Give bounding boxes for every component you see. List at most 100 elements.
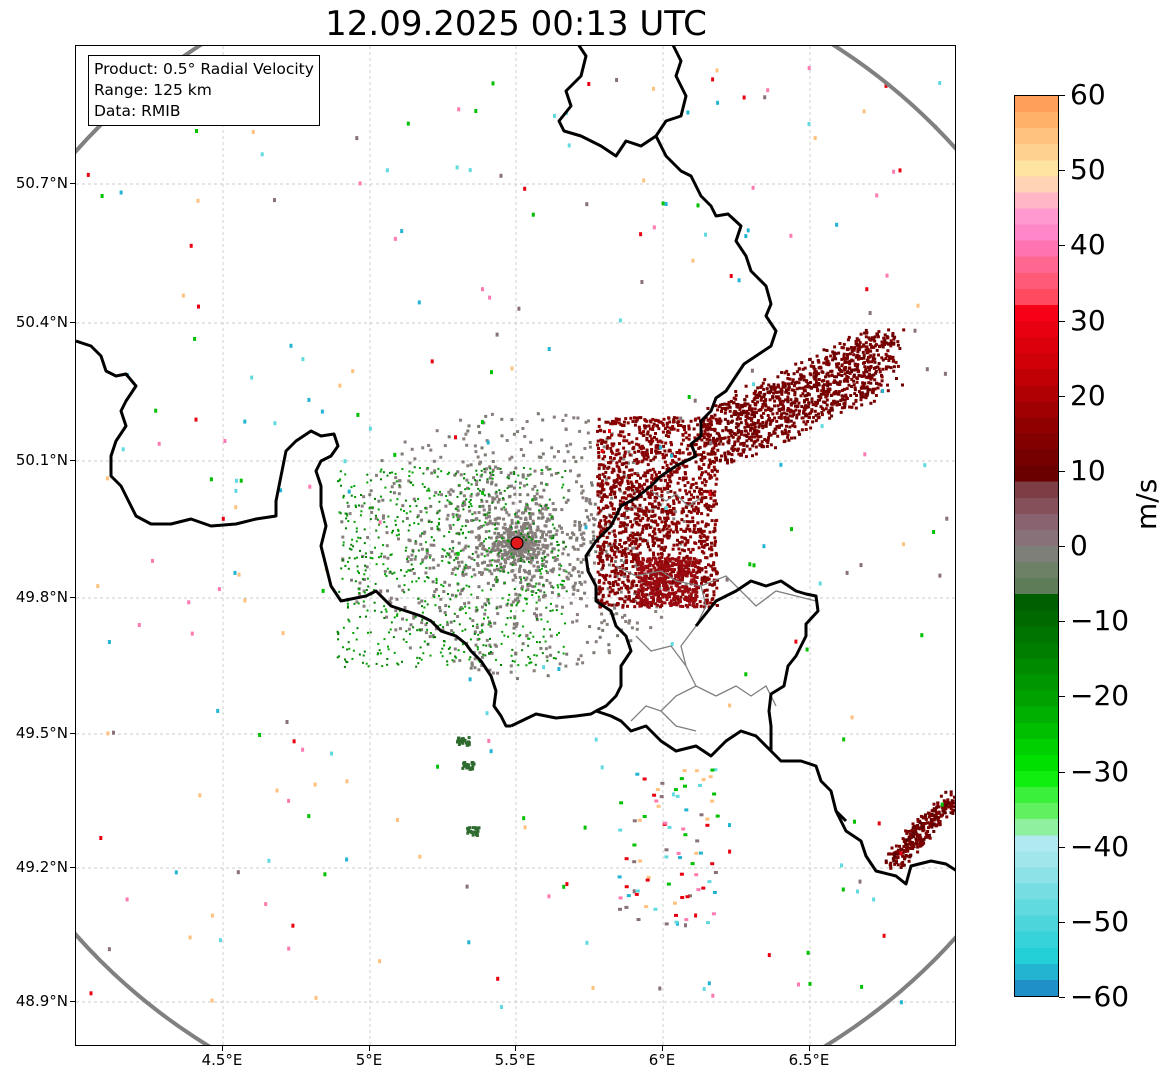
echo-pixel xyxy=(825,349,829,352)
echo-pixel xyxy=(352,545,355,548)
echo-pixel xyxy=(607,465,611,469)
echo-pixel xyxy=(472,519,475,522)
echo-pixel xyxy=(688,527,692,531)
echo-pixel xyxy=(625,503,628,507)
echo-pixel xyxy=(522,536,525,539)
echo-pixel xyxy=(650,476,654,480)
echo-pixel xyxy=(599,499,603,503)
echo-pixel xyxy=(526,521,530,525)
echo-pixel xyxy=(697,416,701,420)
echo-pixel xyxy=(507,599,510,602)
echo-pixel xyxy=(531,519,535,523)
echo-pixel xyxy=(615,603,619,607)
echo-pixel xyxy=(650,514,654,518)
echo-pixel xyxy=(549,653,553,657)
echo-pixel xyxy=(786,387,790,391)
echo-pixel xyxy=(408,470,411,473)
echo-pixel xyxy=(355,527,358,530)
echo-pixel xyxy=(545,655,549,659)
echo-pixel xyxy=(876,335,880,339)
echo-pixel xyxy=(534,569,538,573)
echo-pixel xyxy=(489,563,493,567)
echo-pixel xyxy=(487,598,490,601)
echo-pixel xyxy=(519,516,523,520)
echo-pixel xyxy=(449,598,452,601)
echo-pixel xyxy=(686,589,690,593)
echo-pixel xyxy=(760,396,764,400)
echo-pixel xyxy=(506,476,509,479)
echo-pixel xyxy=(607,519,611,523)
echo-pixel xyxy=(667,416,671,420)
echo-pixel xyxy=(601,457,605,461)
echo-pixel xyxy=(705,441,709,445)
echo-pixel xyxy=(713,473,717,477)
echo-pixel xyxy=(873,335,877,339)
echo-pixel xyxy=(455,595,457,598)
echo-pixel xyxy=(557,549,560,552)
echo-pixel xyxy=(795,416,799,420)
echo-pixel xyxy=(536,641,538,643)
echo-pixel xyxy=(616,517,620,521)
echo-pixel xyxy=(506,539,509,542)
echo-pixel xyxy=(481,547,485,551)
echo-pixel xyxy=(658,560,662,564)
echo-pixel xyxy=(685,514,689,518)
echo-pixel xyxy=(665,430,669,434)
echo-pixel xyxy=(579,560,583,564)
echo-pixel xyxy=(547,530,551,534)
echo-pixel xyxy=(509,670,513,674)
echo-pixel xyxy=(880,340,884,344)
echo-pixel xyxy=(447,553,450,556)
echo-pixel xyxy=(666,487,670,490)
echo-pixel xyxy=(626,476,630,480)
echo-pixel xyxy=(551,609,554,612)
echo-pixel xyxy=(816,416,820,420)
echo-pixel xyxy=(700,578,704,582)
echo-pixel xyxy=(523,537,527,541)
echo-pixel xyxy=(838,368,841,371)
echo-pixel xyxy=(774,386,778,390)
echo-pixel xyxy=(397,584,401,588)
echo-pixel xyxy=(505,544,508,548)
echo-pixel xyxy=(608,582,612,586)
echo-pixel xyxy=(566,553,570,557)
echo-pixel xyxy=(704,570,708,574)
echo-pixel xyxy=(624,465,628,469)
radar-map[interactable] xyxy=(75,45,956,1046)
echo-pixel xyxy=(558,631,560,634)
echo-pixel xyxy=(695,576,699,579)
echo-pixel xyxy=(703,605,706,609)
echo-pixel xyxy=(715,604,719,607)
echo-pixel xyxy=(512,486,516,490)
echo-pixel xyxy=(521,511,524,515)
echo-pixel xyxy=(420,599,424,603)
echo-pixel xyxy=(715,469,719,473)
echo-pixel xyxy=(674,494,678,498)
echo-pixel xyxy=(735,405,739,409)
echo-pixel xyxy=(623,491,627,495)
echo-pixel xyxy=(483,555,486,558)
echo-pixel xyxy=(593,518,597,522)
echo-pixel xyxy=(419,646,422,649)
echo-pixel xyxy=(680,510,684,514)
echo-pixel xyxy=(491,470,494,473)
echo-pixel xyxy=(785,412,789,416)
echo-pixel xyxy=(621,615,624,619)
echo-pixel xyxy=(685,502,689,505)
echo-pixel xyxy=(684,529,687,533)
echo-pixel xyxy=(571,585,575,589)
echo-pixel xyxy=(727,435,731,439)
echo-pixel xyxy=(700,471,704,475)
echo-pixel xyxy=(700,581,703,585)
echo-pixel xyxy=(814,413,818,417)
echo-pixel xyxy=(600,498,604,502)
echo-pixel xyxy=(359,537,362,540)
echo-pixel xyxy=(664,434,668,438)
echo-pixel xyxy=(531,499,534,502)
echo-pixel xyxy=(634,442,638,446)
echo-pixel xyxy=(866,365,870,369)
echo-pixel xyxy=(603,540,607,544)
echo-pixel xyxy=(515,622,519,625)
echo-pixel xyxy=(512,547,516,551)
echo-pixel xyxy=(383,521,386,524)
